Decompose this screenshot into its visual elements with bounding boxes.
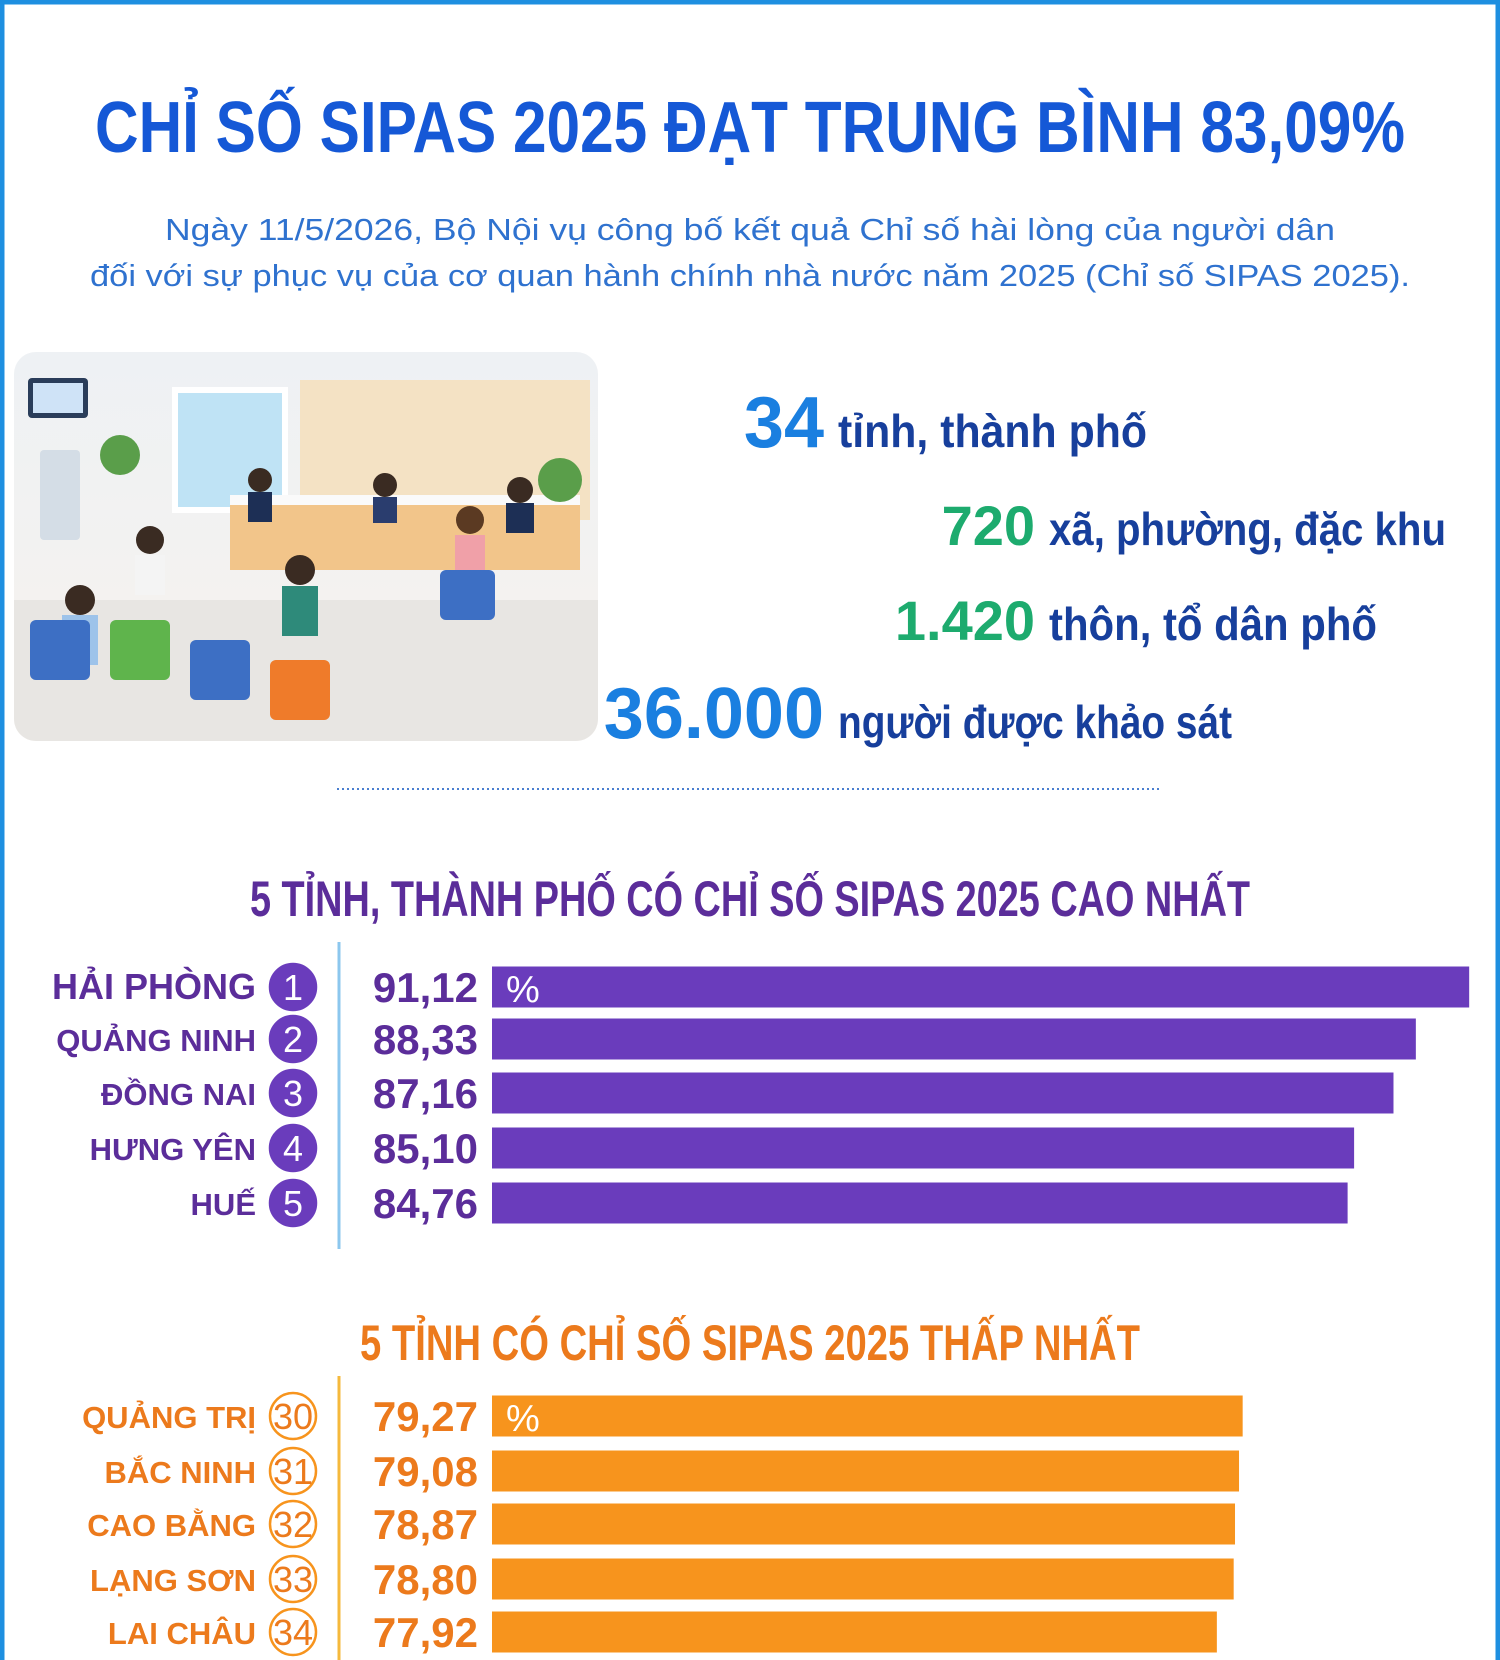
rank-badge xyxy=(268,1068,318,1118)
chart-title: 5 TỈNH, THÀNH PHỐ CÓ CHỈ SỐ SIPAS 2025 C… xyxy=(250,870,1250,927)
bar xyxy=(492,1127,1355,1169)
stat-number: 1.420 xyxy=(895,589,1035,652)
rank-badge xyxy=(268,1607,318,1657)
rank-badge xyxy=(268,1554,318,1604)
rank-number: 30 xyxy=(273,1396,313,1437)
value-label: 88,33 xyxy=(373,1016,478,1063)
stat-label: tỉnh, thành phố xyxy=(838,405,1147,457)
rank-number: 5 xyxy=(283,1183,303,1224)
rank-number: 2 xyxy=(283,1019,303,1060)
stat-label: xã, phường, đặc khu xyxy=(1049,503,1446,555)
stat-number: 720 xyxy=(942,494,1035,557)
rank-number: 34 xyxy=(273,1612,313,1653)
rank-badge xyxy=(268,1391,318,1441)
unit-label: % xyxy=(506,969,540,1011)
bar xyxy=(492,966,1470,1008)
category-label: HẢI PHÒNG xyxy=(52,965,256,1007)
value-label: 79,27 xyxy=(373,1393,478,1440)
rank-number: 1 xyxy=(283,967,303,1008)
category-label: LẠNG SƠN xyxy=(90,1563,256,1598)
subtitle: Ngày 11/5/2026, Bộ Nội vụ công bố kết qu… xyxy=(165,212,1335,247)
bar xyxy=(492,1072,1394,1114)
bar xyxy=(492,1182,1348,1224)
category-label: CAO BẰNG xyxy=(87,1508,256,1543)
bar xyxy=(492,1558,1234,1600)
rank-number: 33 xyxy=(273,1559,313,1600)
category-label: ĐỒNG NAI xyxy=(101,1076,256,1112)
value-label: 85,10 xyxy=(373,1125,478,1172)
category-label: HUẾ xyxy=(191,1187,256,1222)
bar xyxy=(492,1450,1240,1492)
stat-label: người được khảo sát xyxy=(838,696,1232,748)
rank-number: 4 xyxy=(283,1128,303,1169)
bar xyxy=(492,1018,1416,1060)
rank-number: 32 xyxy=(273,1504,313,1545)
rank-badge xyxy=(268,1178,318,1228)
bar xyxy=(492,1503,1236,1545)
bar xyxy=(492,1611,1217,1653)
bar xyxy=(492,1395,1243,1437)
stat-number: 34 xyxy=(744,383,824,463)
rank-badge xyxy=(268,1499,318,1549)
value-label: 78,80 xyxy=(373,1556,478,1603)
rank-badge xyxy=(268,1014,318,1064)
rank-number: 3 xyxy=(283,1073,303,1114)
rank-badge xyxy=(268,1446,318,1496)
stat-number: 36.000 xyxy=(604,674,824,754)
stat-label: thôn, tổ dân phố xyxy=(1049,598,1377,650)
illustration xyxy=(14,352,598,741)
value-label: 91,12 xyxy=(373,964,478,1011)
rank-number: 31 xyxy=(273,1451,313,1492)
value-label: 79,08 xyxy=(373,1448,478,1495)
value-label: 84,76 xyxy=(373,1180,478,1227)
rank-badge xyxy=(268,962,318,1012)
category-label: LAI CHÂU xyxy=(108,1615,256,1651)
value-label: 78,87 xyxy=(373,1501,478,1548)
rank-badge xyxy=(268,1123,318,1173)
value-label: 87,16 xyxy=(373,1070,478,1117)
category-label: QUẢNG TRỊ xyxy=(82,1400,256,1435)
category-label: QUẢNG NINH xyxy=(56,1023,256,1058)
subtitle: đối với sự phục vụ của cơ quan hành chín… xyxy=(90,258,1410,293)
unit-label: % xyxy=(506,1398,540,1440)
chart-title: 5 TỈNH CÓ CHỈ SỐ SIPAS 2025 THẤP NHẤT xyxy=(360,1314,1140,1371)
value-label: 77,92 xyxy=(373,1609,478,1656)
category-label: BẮC NINH xyxy=(104,1454,256,1490)
title: CHỈ SỐ SIPAS 2025 ĐẠT TRUNG BÌNH 83,09% xyxy=(95,86,1405,168)
category-label: HƯNG YÊN xyxy=(90,1131,256,1167)
